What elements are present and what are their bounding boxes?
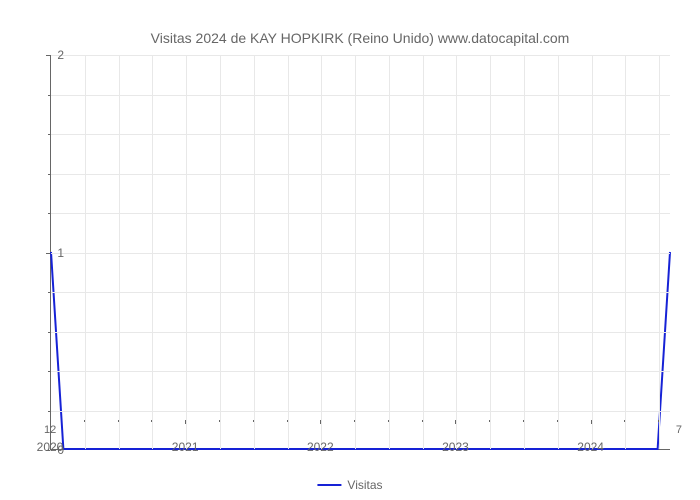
gridline-h — [51, 55, 670, 56]
x-tick-mark — [455, 420, 456, 424]
gridline-v-minor — [152, 55, 153, 449]
gridline-v-minor — [254, 55, 255, 449]
gridline-h-minor — [51, 213, 670, 214]
x-minor-tick — [219, 420, 220, 422]
x-tick-mark — [185, 420, 186, 424]
x-minor-tick — [287, 420, 288, 422]
x-tick-mark — [320, 420, 321, 424]
x-minor-tick — [253, 420, 254, 422]
y-tick-mark — [46, 55, 50, 56]
y-minor-tick — [48, 371, 50, 372]
legend-swatch — [317, 484, 341, 486]
gridline-v-minor — [490, 55, 491, 449]
y-tick-label: 1 — [57, 246, 64, 260]
gridline-v-minor — [85, 55, 86, 449]
extra-label-left: 12 — [44, 424, 56, 436]
x-tick-label: 2023 — [442, 440, 469, 454]
gridline-v-minor — [558, 55, 559, 449]
x-minor-tick — [422, 420, 423, 422]
gridline-v — [456, 55, 457, 449]
gridline-v-minor — [220, 55, 221, 449]
x-minor-tick — [151, 420, 152, 422]
x-minor-tick — [489, 420, 490, 422]
y-minor-tick — [48, 213, 50, 214]
gridline-v-minor — [524, 55, 525, 449]
x-minor-tick — [557, 420, 558, 422]
gridline-v — [321, 55, 322, 449]
gridline-h-minor — [51, 371, 670, 372]
x-minor-tick — [118, 420, 119, 422]
gridline-v-minor — [389, 55, 390, 449]
y-minor-tick — [48, 95, 50, 96]
gridline-v-minor — [659, 55, 660, 449]
x-minor-tick — [658, 420, 659, 422]
x-minor-tick — [388, 420, 389, 422]
gridline-v-minor — [288, 55, 289, 449]
x-tick-label: 2024 — [577, 440, 604, 454]
gridline-v-minor — [423, 55, 424, 449]
gridline-v-minor — [355, 55, 356, 449]
x-tick-label: 2022 — [307, 440, 334, 454]
x-minor-tick — [84, 420, 85, 422]
x-minor-tick — [523, 420, 524, 422]
y-tick-label: 2 — [57, 48, 64, 62]
gridline-h-minor — [51, 411, 670, 412]
extra-label-right: 7 — [676, 424, 682, 436]
chart-title: Visitas 2024 de KAY HOPKIRK (Reino Unido… — [40, 30, 680, 46]
gridline-v — [592, 55, 593, 449]
y-minor-tick — [48, 411, 50, 412]
gridline-h-minor — [51, 332, 670, 333]
gridline-h-minor — [51, 292, 670, 293]
x-tick-label: 2020 — [37, 440, 64, 454]
x-tick-mark — [591, 420, 592, 424]
gridline-v — [186, 55, 187, 449]
gridline-h — [51, 253, 670, 254]
gridline-h-minor — [51, 134, 670, 135]
x-tick-mark — [50, 420, 51, 424]
gridline-v-minor — [625, 55, 626, 449]
x-minor-tick — [624, 420, 625, 422]
y-tick-mark — [46, 253, 50, 254]
y-minor-tick — [48, 332, 50, 333]
legend: Visitas — [317, 478, 382, 492]
y-minor-tick — [48, 134, 50, 135]
x-minor-tick — [354, 420, 355, 422]
y-minor-tick — [48, 292, 50, 293]
gridline-v-minor — [119, 55, 120, 449]
gridline-h-minor — [51, 95, 670, 96]
legend-label: Visitas — [347, 478, 382, 492]
gridline-h-minor — [51, 174, 670, 175]
x-tick-label: 2021 — [172, 440, 199, 454]
plot-area — [50, 55, 670, 450]
y-minor-tick — [48, 174, 50, 175]
chart-container: Visitas 2024 de KAY HOPKIRK (Reino Unido… — [40, 30, 680, 450]
